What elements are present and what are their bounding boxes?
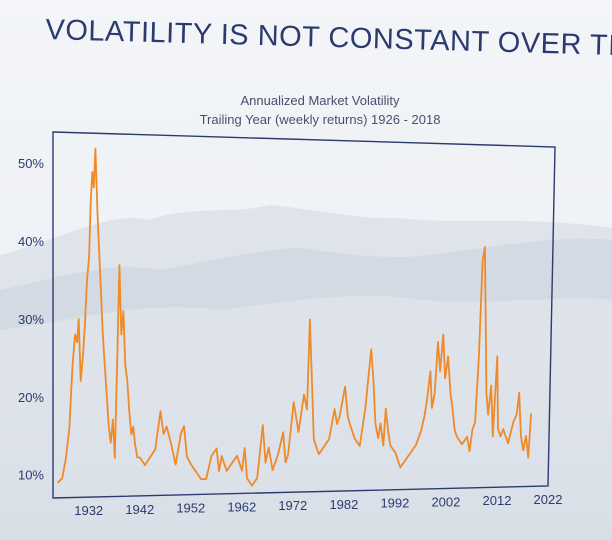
x-tick-label: 1952 <box>176 501 205 516</box>
y-tick-label: 50% <box>18 156 44 171</box>
chart-line-layer <box>57 147 532 487</box>
x-tick-label: 1942 <box>125 502 154 517</box>
chart-subtitle: Trailing Year (weekly returns) 1926 - 20… <box>199 112 441 127</box>
y-tick-label: 10% <box>18 468 44 483</box>
x-axis-ticks: 1932 1942 1952 1962 1972 1982 1992 2002 2012 2022 <box>74 492 562 518</box>
x-tick-label: 2022 <box>534 492 563 507</box>
x-tick-label: 1982 <box>329 497 358 512</box>
y-tick-label: 20% <box>18 390 44 405</box>
near-mountains <box>0 295 612 540</box>
y-axis-ticks: 10% 20% 30% 40% 50% <box>18 156 44 483</box>
x-tick-label: 2012 <box>483 493 512 508</box>
x-tick-label: 1992 <box>380 496 409 511</box>
x-tick-label: 1972 <box>278 498 307 513</box>
x-tick-label: 2002 <box>431 495 460 510</box>
series-line-0 <box>57 147 532 487</box>
chart-frame-layer <box>52 131 556 499</box>
x-tick-label: 1932 <box>74 503 103 518</box>
x-tick-label: 1962 <box>227 499 256 514</box>
plot-frame <box>52 131 556 499</box>
y-tick-label: 30% <box>18 312 44 327</box>
y-tick-label: 40% <box>18 234 44 249</box>
chart-title: Annualized Market Volatility <box>240 93 400 108</box>
